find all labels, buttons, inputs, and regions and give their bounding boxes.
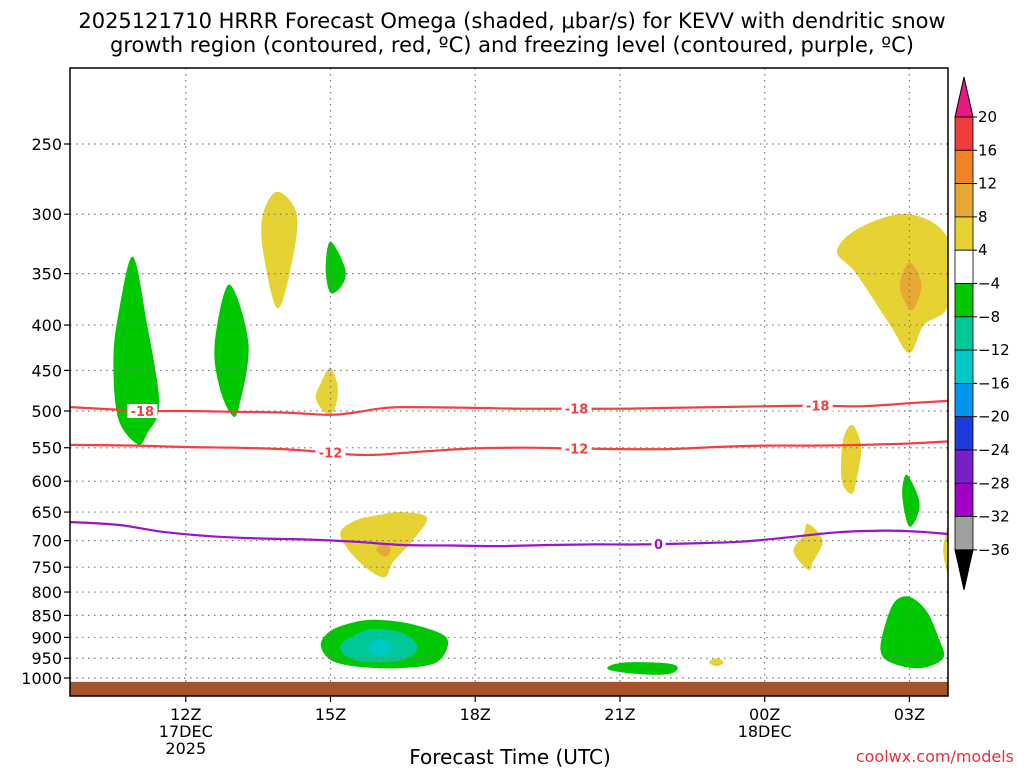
y-axis: 250 300 350 400 450 500 550 600 650 700 750 800 850 9… (21, 135, 70, 688)
omega-shading (113, 191, 948, 675)
ytick-label-550: 550 (31, 439, 62, 458)
ytick-label-650: 650 (31, 503, 62, 522)
ground-fill (70, 681, 948, 696)
dgz-minus12-label-1: -12 (565, 442, 589, 457)
dgz-minus18-line (70, 399, 948, 416)
colorbar-swatch-5 (954, 283, 974, 318)
xtick-label-15Z: 15Z (315, 705, 346, 724)
dgz-minus18-label-0: -18 (131, 405, 155, 420)
freezing-level-line (70, 520, 948, 548)
colorbar-swatch-1 (954, 149, 974, 185)
dgz-minus12-label-bg-0 (315, 445, 346, 460)
colorbar-swatch-7 (954, 349, 974, 384)
ytick-label-850: 850 (31, 606, 62, 625)
colorbar-bottom-arrow (954, 549, 974, 591)
colorbar-label-7: −12 (978, 341, 1010, 359)
xtick-sublabel-date-00Z: 18DEC (738, 722, 792, 741)
dgz-minus12-label-bg-1 (561, 441, 592, 456)
ytick-label-400: 400 (31, 316, 62, 335)
ytick-label-350: 350 (31, 265, 62, 284)
sink-yellow-2 (315, 367, 338, 416)
sink-orange-3 (376, 543, 391, 557)
ytick-label-700: 700 (31, 532, 62, 551)
colorbar-label-11: −28 (978, 474, 1010, 492)
sink-yellow-11 (836, 213, 948, 353)
freezing-level-label-0: 0 (654, 538, 663, 553)
dgz-minus18-label-bg-1 (561, 401, 592, 416)
lift-cyan-4 (369, 639, 394, 657)
dgz-minus12-line (70, 440, 948, 457)
colorbar-label-4: 4 (978, 241, 988, 259)
credit-text: coolwx.com/models (856, 747, 1014, 766)
colorbar-swatch-6 (954, 316, 974, 351)
colorbar-label-0: 20 (978, 108, 997, 126)
lift-green-12 (880, 596, 945, 669)
chart-title-line2: growth region (contoured, red, ºC) and f… (110, 33, 914, 57)
lift-green-9 (902, 474, 920, 527)
colorbar-top-arrow (954, 76, 974, 118)
colorbar-swatch-2 (954, 183, 974, 218)
colorbar-swatch-8 (954, 382, 974, 418)
ytick-label-600: 600 (31, 472, 62, 491)
xtick-label-00Z: 00Z (749, 705, 780, 724)
dgz-minus18-label-bg-0 (127, 404, 158, 418)
colorbar-label-8: −16 (978, 374, 1010, 392)
ytick-label-900: 900 (31, 628, 62, 647)
ytick-label-250: 250 (31, 135, 62, 154)
colorbar-swatch-11 (954, 482, 974, 517)
sink-yellow-8 (840, 424, 862, 494)
dgz-minus18-label-2: -18 (806, 400, 830, 415)
colorbar-label-9: −20 (978, 408, 1010, 426)
colorbar-label-13: −36 (978, 541, 1010, 559)
plot-frame (69, 67, 949, 697)
lift-green-1 (113, 256, 160, 445)
dgz-minus18-label-1: -18 (565, 403, 589, 418)
colorbar-swatch-10 (954, 449, 974, 484)
xtick-sublabel-date-12Z: 17DEC (159, 722, 213, 741)
sink-orange-11 (899, 262, 922, 311)
lift-green-5 (607, 662, 678, 675)
chart-title-line1: 2025121710 HRRR Forecast Omega (shaded, … (78, 9, 945, 33)
colorbar: 20 16 12 8 4 −4 −8 −12 −16 −20 −24 −28 −32 −36 (954, 76, 1010, 591)
lift-green-2 (214, 284, 249, 417)
colorbar-label-12: −32 (978, 508, 1010, 526)
xtick-label-03Z: 03Z (894, 705, 925, 724)
ytick-label-950: 950 (31, 649, 62, 668)
ytick-label-1000: 1000 (21, 669, 62, 688)
xtick-label-21Z: 21Z (604, 705, 635, 724)
sink-yellow-6 (709, 658, 724, 667)
ytick-label-750: 750 (31, 558, 62, 577)
dgz-minus18-label-bg-2 (802, 398, 833, 413)
colorbar-label-3: 8 (978, 208, 988, 226)
colorbar-label-5: −4 (978, 275, 1000, 293)
ytick-label-500: 500 (31, 402, 62, 421)
ytick-label-450: 450 (31, 361, 62, 380)
colorbar-swatch-9 (954, 416, 974, 451)
plot-background (70, 68, 948, 696)
sink-yellow-10 (943, 527, 948, 573)
colorbar-swatch-3 (954, 216, 974, 251)
xtick-sublabel-year-12Z: 2025 (165, 739, 206, 758)
colorbar-label-1: 16 (978, 141, 997, 159)
colorbar-label-2: 12 (978, 175, 997, 193)
contour-lines: -18 -18 -18 -12 -12 0 (70, 398, 948, 553)
freezing-level-label-bg-0 (651, 537, 666, 552)
ground-layer (70, 681, 948, 696)
x-axis-label: Forecast Time (UTC) (409, 745, 611, 768)
xtick-label-18Z: 18Z (460, 705, 491, 724)
colorbar-swatch-4 (954, 249, 974, 284)
colorbar-swatch-12 (954, 516, 974, 551)
colorbar-label-10: −24 (978, 441, 1010, 459)
plot-area: -18 -18 -18 -12 -12 0 (69, 67, 949, 697)
colorbar-swatch-0 (954, 116, 974, 151)
sink-yellow-1 (261, 191, 298, 309)
ytick-label-300: 300 (31, 205, 62, 224)
colorbar-label-6: −8 (978, 308, 1000, 326)
ytick-label-800: 800 (31, 583, 62, 602)
xtick-label-12Z: 12Z (170, 705, 201, 724)
dgz-minus12-label-0: -12 (319, 447, 343, 462)
